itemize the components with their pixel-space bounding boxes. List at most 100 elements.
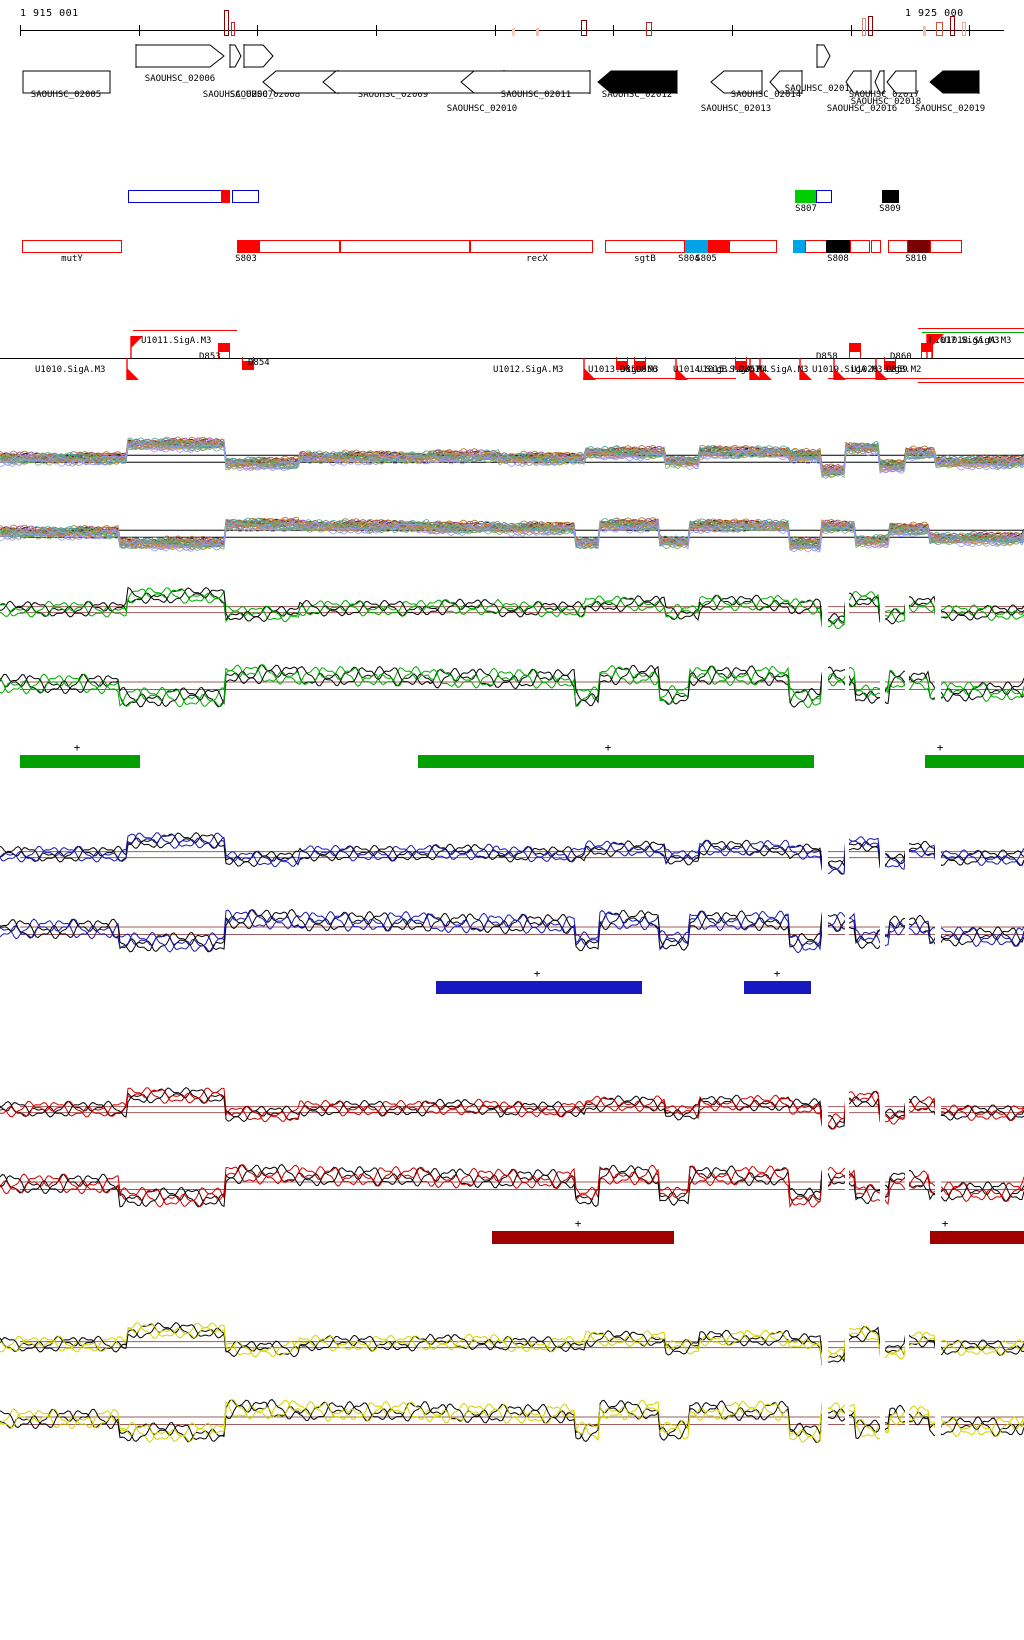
feature-box-S810[interactable] <box>908 240 930 253</box>
gene-label-SAOUHSC_02016: SAOUHSC_02016 <box>826 104 898 114</box>
promoter-U1010.SigA.M3[interactable] <box>126 358 140 380</box>
ruler-mark-6[interactable] <box>862 18 866 36</box>
ruler-mark-5[interactable] <box>646 22 652 36</box>
gene-arrow-SAOUHSC_02008[interactable] <box>243 44 275 68</box>
gene-arrow-SAOUHSC_02013[interactable] <box>710 70 764 94</box>
gene-arrow-SAOUHSC_02015[interactable] <box>816 44 832 68</box>
gene-label-SAOUHSC_02005: SAOUHSC_02005 <box>30 90 102 100</box>
feature-box-mutY[interactable] <box>22 240 122 253</box>
promoter-label-U1017.SigA.M3: U1017.SigA.M3 <box>929 336 1000 346</box>
ruler-mark-11[interactable] <box>962 22 966 36</box>
feature-box-S809[interactable] <box>882 190 899 203</box>
feature-box-S807[interactable] <box>795 190 816 203</box>
gene-label-SAOUHSC_02009: SAOUHSC_02009 <box>357 90 429 100</box>
promoter-U1019.SigA.M3[interactable] <box>833 358 847 380</box>
ruler-tick-3 <box>376 25 377 36</box>
panel-red-condition-plus-strand <box>0 1085 1024 1145</box>
terminator-label-D855: D855 <box>620 365 642 375</box>
transcript-underline-0 <box>583 378 678 379</box>
feature-box-n2[interactable] <box>232 190 259 203</box>
gene-label-SAOUHSC_02014: SAOUHSC_02014 <box>730 90 802 100</box>
promoter-U1011.SigA.M3[interactable] <box>130 336 144 358</box>
segment-strand-label-green-0: + <box>73 741 81 754</box>
ruler-end-label: 1 925 000 <box>905 8 964 19</box>
promoter-U1013.SigA.M3[interactable] <box>675 358 689 380</box>
feature-label-recX: recX <box>526 254 548 264</box>
segment-bar-green-0[interactable] <box>20 755 140 768</box>
promoter-label-U1011.SigA.M3: U1011.SigA.M3 <box>141 336 212 346</box>
feature-box-recX[interactable] <box>470 240 593 253</box>
ruler-mark-2[interactable] <box>512 28 515 36</box>
ruler-mark-9[interactable] <box>936 22 943 36</box>
segment-bar-green-1[interactable] <box>418 755 814 768</box>
segment-bar-blue-0[interactable] <box>436 981 642 994</box>
feature-box-S803[interactable] <box>237 240 259 253</box>
gene-arrow-SAOUHSC_02007[interactable] <box>229 44 243 68</box>
gene-arrow-SAOUHSC_02006[interactable] <box>135 44 226 68</box>
feature-box-n0[interactable] <box>128 190 223 203</box>
gene-arrow-SAOUHSC_02017[interactable] <box>874 70 886 94</box>
feature-box-n12[interactable] <box>850 240 870 253</box>
feature-box-n14[interactable] <box>888 240 908 253</box>
feature-box-sgtB[interactable] <box>605 240 685 253</box>
gene-annotation-track[interactable]: SAOUHSC_02005 SAOUHSC_02006 SAOUHSC_02007 S… <box>0 44 1024 129</box>
gene-arrow-SAOUHSC_02012[interactable] <box>597 70 679 94</box>
segment-bar-blue-1[interactable] <box>744 981 811 994</box>
terminator-D859[interactable] <box>882 357 898 373</box>
terminator-D854[interactable] <box>240 357 256 373</box>
feature-track-row-2[interactable]: mutY S803 recX sgtB S804 S805 S808 S810 <box>0 240 1024 272</box>
ruler-start-label: 1 915 001 <box>20 8 79 19</box>
feature-box-n1[interactable] <box>221 190 230 203</box>
feature-box-S805[interactable] <box>708 240 729 253</box>
terminator-D855[interactable] <box>614 357 630 373</box>
feature-box-n16[interactable] <box>930 240 962 253</box>
gene-arrow-SAOUHSC_02018[interactable] <box>886 70 918 94</box>
feature-box-n3[interactable] <box>340 240 470 253</box>
segment-bar-red-1[interactable] <box>930 1231 1024 1244</box>
promoter-U1012.SigA.M3[interactable] <box>583 358 597 380</box>
promoter-terminator-track[interactable]: U1011.SigA.M3 U1017.SigA.M3 U1018.SigA.M3 U… <box>0 300 1024 395</box>
terminator-label-D858: D858 <box>816 352 838 362</box>
terminator-D858[interactable] <box>847 343 863 359</box>
feature-label-S807: S807 <box>795 204 817 214</box>
promoter-label-U1012.SigA.M3: U1012.SigA.M3 <box>493 365 564 375</box>
promoter-U1015.SigA.M4[interactable] <box>759 358 773 380</box>
ruler-mark-4[interactable] <box>581 20 587 36</box>
feature-box-S808[interactable] <box>826 240 850 253</box>
feature-box-S804[interactable] <box>685 240 708 253</box>
ruler-mark-1[interactable] <box>231 22 235 36</box>
gene-arrow-SAOUHSC_02016[interactable] <box>845 70 873 94</box>
feature-box-n2[interactable] <box>259 240 340 253</box>
gene-arrow-SAOUHSC_02019[interactable] <box>929 70 981 94</box>
segment-bar-red-0[interactable] <box>492 1231 674 1244</box>
promoter-U1014.SigB.M2[interactable] <box>749 358 763 380</box>
promoter-U1020.SigB.M2[interactable] <box>875 358 889 380</box>
feature-track-row-1[interactable]: S807 S809 <box>0 190 1024 220</box>
feature-box-n13[interactable] <box>871 240 881 253</box>
gene-arrow-SAOUHSC_02014[interactable] <box>769 70 804 94</box>
gene-arrow-SAOUHSC_02005[interactable] <box>22 70 112 94</box>
feature-box-n9[interactable] <box>793 240 805 253</box>
feature-box-n4[interactable] <box>816 190 832 203</box>
feature-box-n8[interactable] <box>729 240 777 253</box>
ruler-mark-0[interactable] <box>224 10 229 36</box>
ruler-mark-8[interactable] <box>923 26 926 36</box>
terminator-D853[interactable] <box>216 343 232 359</box>
feature-box-n10[interactable] <box>805 240 827 253</box>
transcript-underline-3 <box>918 378 1024 379</box>
segment-bar-green-2[interactable] <box>925 755 1024 768</box>
ruler-mark-10[interactable] <box>950 16 955 36</box>
ruler-mark-7[interactable] <box>868 16 873 36</box>
terminator-D857[interactable] <box>733 357 749 373</box>
segment-strand-label-green-1: + <box>604 741 612 754</box>
ruler-mark-3[interactable] <box>536 28 539 36</box>
terminator-D860[interactable] <box>919 343 935 359</box>
terminator-D856[interactable] <box>632 357 648 373</box>
gene-label-SAOUHSC_02010: SAOUHSC_02010 <box>446 104 518 114</box>
gene-label-SAOUHSC_02007: SAOUHSC_02007 <box>202 90 274 100</box>
gene-arrow-SAOUHSC_02011[interactable] <box>460 70 592 94</box>
gene-label-SAOUHSC_02008: SAOUHSC_02008 <box>229 90 301 100</box>
terminator-label-D860: D860 <box>890 352 912 362</box>
promoter-U1016.SigA.M3[interactable] <box>799 358 813 380</box>
panel-yellow-condition-minus-strand <box>0 1390 1024 1465</box>
